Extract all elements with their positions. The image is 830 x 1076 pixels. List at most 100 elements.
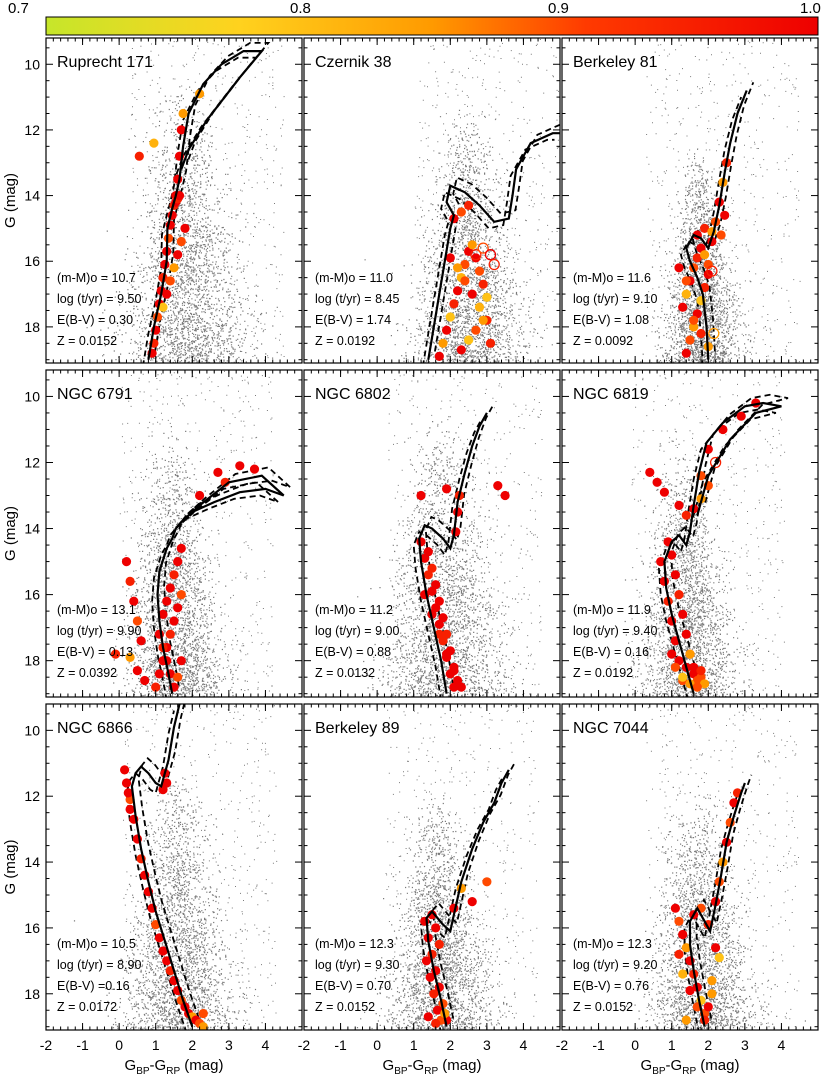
member-star [456, 345, 466, 355]
panel-frame [303, 37, 561, 364]
isochrone-best-fit [425, 769, 510, 1027]
x-tick-label: 2 [188, 1037, 196, 1053]
member-star [151, 682, 161, 692]
panel-frame [561, 703, 819, 1031]
cmd-panel: NGC 6802 (m-M)o = 11.2 log (t/yr) = 9.00 E(… [303, 369, 561, 698]
member-star [659, 487, 670, 497]
member-star [442, 484, 452, 494]
y-axis-labels: G (mag) G (mag) G (mag) [2, 173, 19, 895]
cluster-name: NGC 6819 [573, 386, 649, 403]
x-tick-label: 2 [446, 1037, 454, 1053]
member-star [460, 259, 470, 270]
x-tick-label: -2 [40, 1037, 53, 1053]
fit-parameter: Z = 0.0192 [573, 666, 633, 680]
fit-parameter: E(B-V) = 0.76 [573, 979, 649, 993]
colorbar-tick-label: 0.9 [548, 0, 569, 17]
y-tick-label: 12 [24, 454, 40, 470]
panel-grid: Ruprecht 171 (m-M)o = 10.7 log (t/yr) = 9.… [24, 37, 819, 1031]
member-star [478, 315, 488, 325]
member-star [134, 151, 144, 161]
member-star [125, 576, 135, 587]
panel-plot-area [353, 370, 543, 697]
fit-parameter: log (t/yr) = 9.20 [573, 958, 657, 972]
y-tick-label: 10 [24, 388, 40, 404]
fit-parameter: (m-M)o = 11.2 [315, 603, 393, 617]
panel-frame [45, 703, 303, 1031]
fit-parameter: (m-M)o = 13.1 [57, 603, 136, 617]
panel-frame [45, 369, 303, 698]
panel-frame [561, 369, 819, 698]
member-star [678, 969, 688, 979]
member-star [123, 788, 133, 798]
member-star [474, 302, 485, 312]
isochrone-dashed-lower [412, 419, 483, 697]
colorbar-tick-label: 0.8 [290, 0, 311, 17]
member-star [169, 570, 179, 580]
member-star [140, 675, 150, 686]
fit-parameter: Z = 0.0092 [573, 334, 633, 348]
member-star [681, 943, 691, 953]
member-star [467, 897, 477, 907]
member-star [707, 989, 717, 999]
cluster-name: Berkeley 81 [573, 54, 658, 71]
isochrone-best-fit [685, 90, 748, 360]
member-star [692, 675, 702, 686]
member-star [173, 557, 183, 567]
member-star-open [709, 456, 722, 469]
member-star [442, 629, 452, 639]
member-star [707, 976, 717, 986]
member-star [165, 629, 175, 639]
y-axis-title: G (mag) [2, 839, 19, 894]
member-star [685, 985, 695, 996]
member-star [427, 563, 437, 573]
panel-frame [303, 369, 561, 698]
member-star [136, 636, 146, 646]
cluster-name: NGC 6802 [315, 386, 391, 403]
fit-parameter: log (t/yr) = 9.40 [573, 624, 657, 638]
y-axis-title: G (mag) [2, 173, 19, 228]
fit-parameter: E(B-V) = 1.08 [573, 313, 649, 327]
member-star [121, 557, 132, 567]
x-tick-label: 0 [373, 1037, 381, 1053]
member-star [681, 1015, 691, 1025]
member-star [169, 263, 179, 273]
member-star [689, 315, 699, 325]
member-star [120, 765, 130, 775]
isochrone-dashed-lower [683, 789, 741, 1030]
member-star [674, 916, 684, 926]
member-star [180, 223, 190, 233]
field-star-points [609, 370, 786, 697]
member-star [445, 253, 455, 263]
field-stars [609, 370, 786, 697]
member-star [453, 286, 463, 296]
member-star [434, 596, 444, 606]
member-star [176, 125, 186, 135]
member-star [154, 669, 164, 679]
member-star [158, 302, 168, 312]
member-star [681, 629, 691, 639]
fit-parameter: Z = 0.0152 [57, 334, 117, 348]
fit-parameter: Z = 0.0152 [315, 1000, 375, 1014]
y-tick-label: 12 [24, 122, 40, 138]
member-star [674, 949, 684, 959]
member-star [421, 956, 432, 966]
fit-parameter: log (t/yr) = 9.30 [315, 958, 399, 972]
x-tick-label: -2 [298, 1037, 311, 1053]
member-star [670, 662, 681, 672]
x-tick-label: 0 [631, 1037, 639, 1053]
y-tick-label: 18 [24, 986, 40, 1002]
field-stars [86, 38, 285, 363]
member-star [163, 233, 174, 243]
member-star [132, 666, 142, 676]
y-tick-label: 14 [24, 854, 40, 870]
member-star [162, 778, 172, 788]
member-star [674, 500, 684, 510]
member-star [681, 348, 691, 358]
member-star [645, 467, 655, 477]
member-star [474, 266, 485, 276]
isochrone-dashed-upper [432, 761, 517, 1019]
cmd-panel: Ruprecht 171 (m-M)o = 10.7 log (t/yr) = 9.… [24, 37, 303, 364]
isochrone-dashed-lower [142, 56, 259, 363]
member-star [213, 467, 223, 477]
member-star [121, 778, 132, 788]
